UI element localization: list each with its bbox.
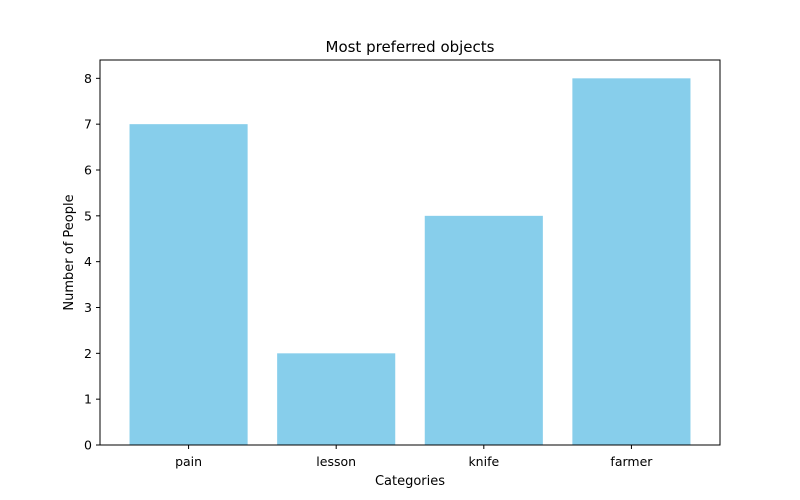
- y-axis-ticks: 0 1 2 3 4 5 6 7 8: [84, 71, 100, 453]
- y-tick-label: 7: [84, 117, 92, 132]
- chart-title: Most preferred objects: [326, 38, 495, 56]
- y-tick-label: 2: [84, 346, 92, 361]
- bars-group: [129, 78, 691, 446]
- bar-knife: [424, 215, 543, 445]
- y-tick-label: 6: [84, 163, 92, 178]
- bar-farmer: [572, 78, 691, 445]
- bar-lesson: [277, 353, 396, 445]
- bar-pain: [129, 124, 248, 446]
- x-tick-label-knife: knife: [468, 454, 499, 469]
- y-tick-label: 1: [84, 392, 92, 407]
- y-tick-label: 5: [84, 208, 92, 223]
- x-tick-label-pain: pain: [175, 454, 202, 469]
- y-tick-label: 0: [84, 438, 92, 453]
- x-axis-ticks: pain lesson knife farmer: [175, 445, 653, 469]
- x-tick-label-farmer: farmer: [610, 454, 653, 469]
- y-tick-label: 4: [84, 254, 92, 269]
- x-axis-label: Categories: [375, 474, 445, 489]
- y-tick-label: 3: [84, 300, 92, 315]
- x-tick-label-lesson: lesson: [316, 454, 356, 469]
- plot-frame: [99, 59, 721, 446]
- y-tick-label: 8: [84, 71, 92, 86]
- y-axis-label: Number of People: [62, 194, 77, 310]
